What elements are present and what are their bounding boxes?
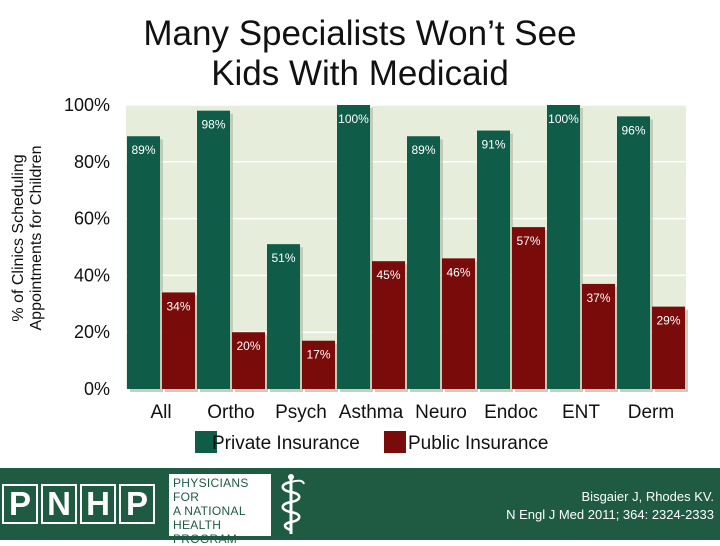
bar-label-private: 100% <box>548 112 579 126</box>
bar-private <box>617 116 650 390</box>
bar-label-private: 89% <box>131 143 155 157</box>
organization-name: PHYSICIANS FOR A NATIONAL HEALTH PROGRAM <box>169 474 271 546</box>
bar-label-private: 100% <box>338 112 369 126</box>
bar-label-public: 17% <box>306 348 330 362</box>
logo-letter: N <box>41 484 77 524</box>
bar-label-public: 34% <box>166 299 190 313</box>
bar-private <box>477 130 510 389</box>
bar-label-public: 46% <box>446 265 470 279</box>
bar-label-private: 98% <box>201 118 225 132</box>
bar-chart: 0% 20% 40% 60% 80% 100% 89% 34% All 98% 20% Ortho 51… <box>64 95 688 454</box>
x-tick-label: Psych <box>275 402 327 423</box>
bar-private <box>267 244 300 389</box>
citation-journal: N Engl J Med 2011; 364: 2324-2333 <box>506 507 714 522</box>
bar-private <box>197 110 230 390</box>
bar-label-private: 51% <box>271 251 295 265</box>
y-tick-label: 40% <box>74 265 110 285</box>
x-tick-label: ENT <box>562 402 600 423</box>
org-line: A NATIONAL <box>173 504 246 518</box>
y-tick-label: 60% <box>74 209 110 229</box>
citation: Bisgaier J, Rhodes KV. N Engl J Med 2011… <box>506 488 714 524</box>
bar-public <box>442 258 475 389</box>
x-tick-label: Asthma <box>339 402 404 423</box>
chart-title-line-1: Many Specialists Won’t See <box>143 14 577 53</box>
x-tick-label: Ortho <box>207 402 255 423</box>
legend-swatch-public <box>384 431 406 453</box>
bar-label-public: 29% <box>656 314 680 328</box>
y-tick-label: 0% <box>84 379 110 399</box>
bar-private <box>407 136 440 389</box>
legend-swatch-private <box>195 431 217 453</box>
x-tick-label: Derm <box>628 402 674 423</box>
x-tick-label: All <box>150 402 171 423</box>
pnhp-logo: P N H P <box>0 468 168 540</box>
x-tick-label: Endoc <box>484 402 538 423</box>
bar-public <box>232 332 265 389</box>
org-line: PHYSICIANS FOR <box>173 476 249 504</box>
citation-authors: Bisgaier J, Rhodes KV. <box>581 489 714 504</box>
bar-label-private: 96% <box>621 123 645 137</box>
y-tick-label: 100% <box>64 95 110 115</box>
logo-letter: P <box>2 484 38 524</box>
chart-title: Many Specialists Won’t See Kids With Med… <box>0 14 720 94</box>
bar-public <box>582 283 615 389</box>
bar-label-public: 20% <box>236 339 260 353</box>
caduceus-icon <box>281 474 305 534</box>
bar-private <box>547 105 580 389</box>
org-line: HEALTH <box>173 518 222 532</box>
org-line: PROGRAM <box>173 532 238 546</box>
bar-public <box>512 227 545 389</box>
bar-label-private: 91% <box>481 138 505 152</box>
chart-title-line-2: Kids With Medicaid <box>211 54 509 93</box>
y-tick-label: 20% <box>74 322 110 342</box>
bar-private <box>337 105 370 389</box>
bar-public <box>372 261 405 389</box>
y-tick-label: 80% <box>74 152 110 172</box>
bar-label-private: 89% <box>411 143 435 157</box>
bar-public <box>302 340 335 389</box>
x-tick-label: Neuro <box>415 402 467 423</box>
bar-public <box>652 306 685 389</box>
bar-private <box>127 136 160 389</box>
legend-label-public: Public Insurance <box>408 433 548 454</box>
bar-label-public: 45% <box>376 268 400 282</box>
logo-letter: H <box>80 484 116 524</box>
logo-letter: P <box>119 484 155 524</box>
bar-label-public: 57% <box>516 234 540 248</box>
footer-banner: P N H P PHYSICIANS FOR A NATIONAL HEALTH… <box>0 468 720 546</box>
bar-public <box>162 292 195 389</box>
bar-label-public: 37% <box>586 291 610 305</box>
legend-label-private: Private Insurance <box>212 433 360 454</box>
